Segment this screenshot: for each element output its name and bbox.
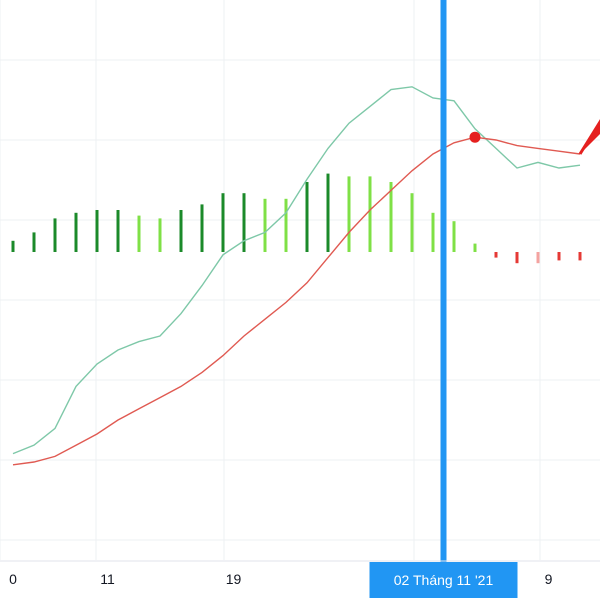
crosshair-line [440,0,447,562]
histogram-bar [116,210,120,252]
histogram-bar [32,232,36,252]
histogram-bar [221,193,225,252]
slow-line [12,136,581,466]
histogram-bar [137,215,141,252]
histogram-bar [263,198,267,252]
histogram-bar [95,210,99,252]
histogram-bar [494,252,498,258]
histogram-bar [284,198,288,252]
crosshair-group [440,0,447,562]
histogram-bar [431,212,435,252]
histogram-bar [578,252,582,261]
histogram-bar [536,252,540,264]
signal-marker-dot [469,131,481,143]
histogram-bar [452,221,456,252]
histogram-bar [158,218,162,252]
x-tick-label: 11 [100,571,115,587]
x-tick-label: 0 [9,571,17,587]
histogram-bar [368,176,372,252]
histogram-bar [473,243,477,252]
chart-series-lines [12,86,581,466]
histogram-bar [389,182,393,252]
histogram-bar [305,182,309,252]
forecast-arrow [578,119,600,155]
chart-grid [0,0,600,560]
fast-line [12,86,581,455]
histogram-bar [515,252,519,264]
histogram-bar [410,193,414,252]
histogram-bar [326,173,330,252]
forecast-arrow-line [578,119,600,155]
crosshair-label-box [369,562,518,598]
histogram-bars [11,173,582,264]
histogram-bar [11,240,15,252]
x-tick-label: 9 [545,571,553,587]
histogram-bar [557,252,561,261]
crosshair-date-label: 02 Tháng 11 '21 [394,572,494,588]
x-tick-label: 19 [226,571,242,587]
x-axis: 0 11 19 9 02 Tháng 11 '21 [0,560,600,598]
histogram-bar [200,204,204,252]
histogram-bar [74,212,78,252]
histogram-bar [53,218,57,252]
histogram-bar [347,176,351,252]
histogram-bar [179,210,183,252]
histogram-bar [242,193,246,252]
